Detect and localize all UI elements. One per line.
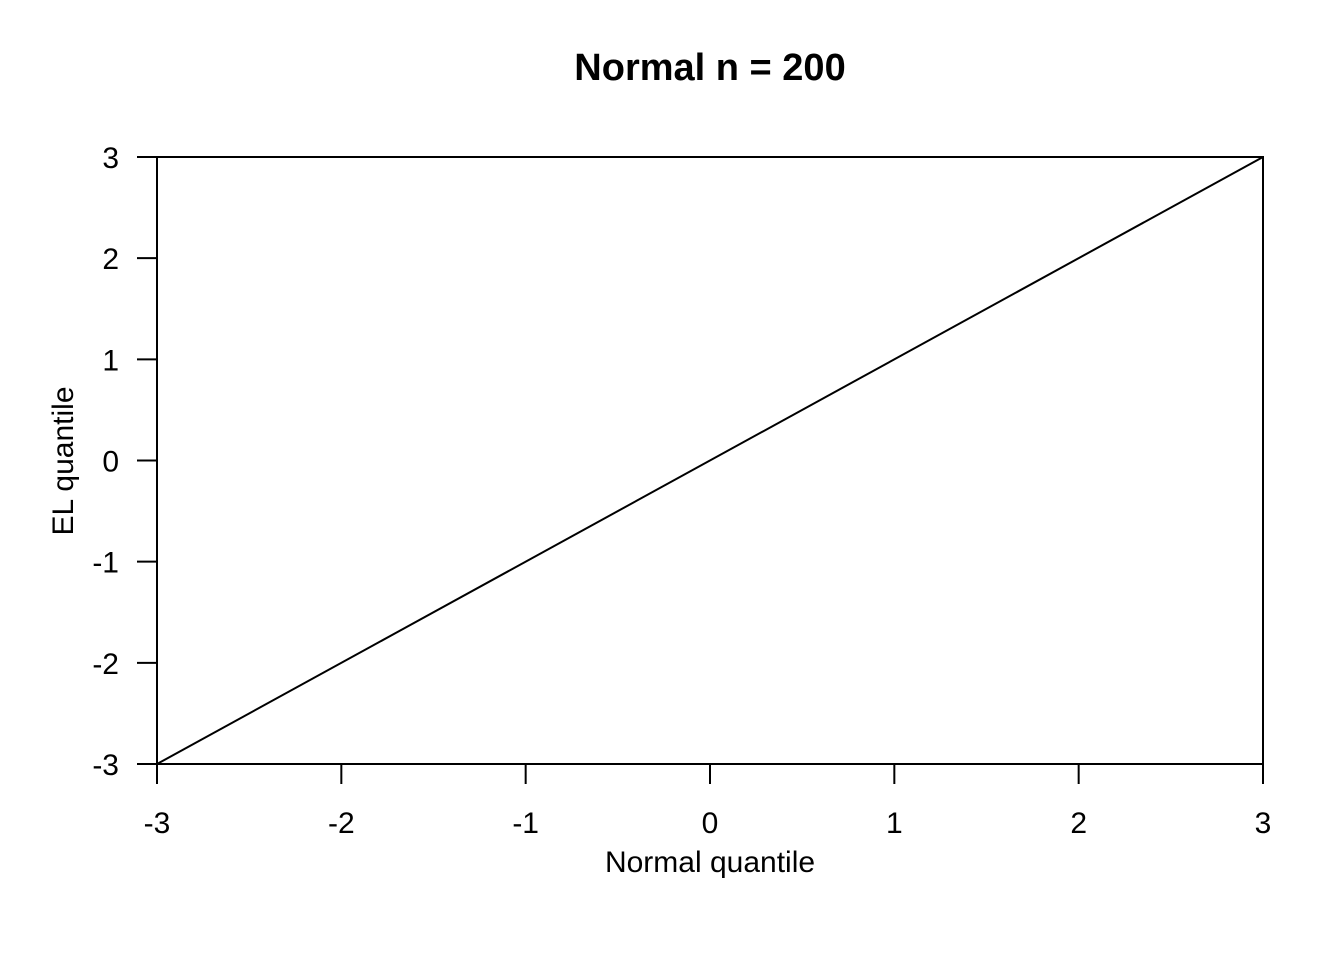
y-tick-label: -2 [92,648,119,681]
x-axis-label: Normal quantile [605,846,815,879]
x-tick-label: 0 [702,807,719,840]
x-axis: -3 -2 -1 0 1 2 3 [144,764,1272,840]
x-tick-label: -3 [144,807,171,840]
y-tick-label: -3 [92,749,119,782]
y-tick-label: 0 [102,446,119,479]
y-axis-label: EL quantile [47,386,80,535]
y-axis: -3 -2 -1 0 1 2 3 [92,142,157,782]
series-layer [156,156,1264,765]
y-tick-label: -1 [92,547,119,580]
x-tick-label: 3 [1255,807,1272,840]
x-tick-label: 1 [886,807,903,840]
x-tick-label: 2 [1070,807,1087,840]
x-tick-label: -2 [328,807,355,840]
series-line [156,156,1264,765]
y-tick-label: 1 [102,344,119,377]
y-tick-label: 2 [102,243,119,276]
x-tick-label: -1 [512,807,539,840]
chart-title: Normal n = 200 [574,47,845,89]
y-tick-label: 3 [102,142,119,175]
